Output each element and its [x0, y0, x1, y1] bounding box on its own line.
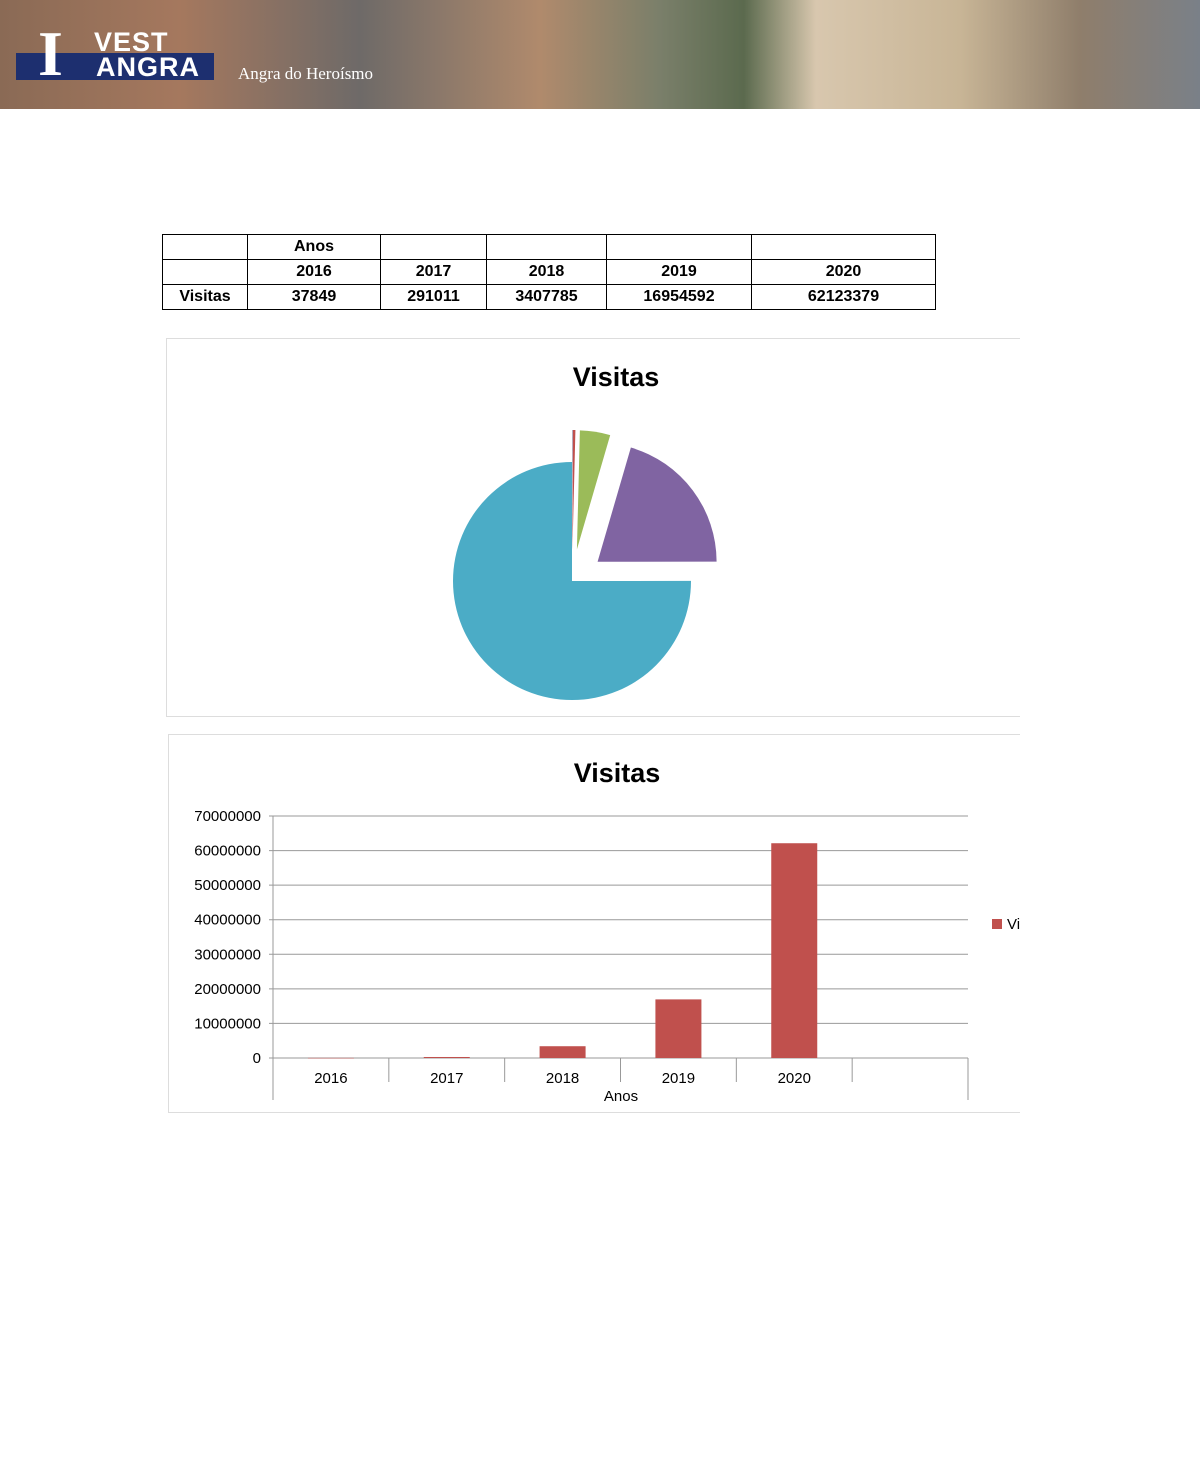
table-cell: 2017: [380, 259, 487, 285]
pie-title: Visitas: [573, 362, 660, 392]
logo-initial: I: [38, 18, 63, 89]
bar-title: Visitas: [574, 758, 661, 788]
pie-slice-2019: [597, 447, 717, 562]
bar-2017: [423, 1056, 470, 1058]
table-cell: 62123379: [751, 284, 936, 310]
bar-2019: [655, 999, 702, 1058]
x-tick-label: 2018: [546, 1070, 579, 1087]
pie-slice-2017: [572, 430, 576, 550]
bar-2020: [771, 843, 818, 1058]
table-cell: [751, 234, 936, 260]
pie-slice-2018: [576, 430, 611, 550]
table-row: Visitas 37849 291011 3407785 16954592 62…: [162, 284, 936, 310]
x-axis-label: Anos: [604, 1088, 638, 1105]
bar-chart: Visitas Anos Vi 0 10000000 20000000 3000000…: [194, 758, 1020, 1105]
logo-bottom: ANGRA: [96, 52, 200, 82]
header-banner: I VEST ANGRA Angra do Heroísmo: [0, 0, 1200, 109]
table-cell: 2018: [486, 259, 607, 285]
bar-2016: [307, 1057, 354, 1059]
bar-2018: [539, 1046, 586, 1058]
table-cell: 2019: [606, 259, 752, 285]
table-cell: Anos: [247, 234, 381, 260]
y-tick-label: 20000000: [194, 981, 261, 998]
table-cell: 291011: [380, 284, 487, 310]
bar-chart-frame: Visitas Anos Vi 0 10000000 20000000 3000000…: [168, 734, 1020, 1113]
pie-chart-frame: Visitas: [166, 338, 1020, 717]
y-tick-label: 10000000: [194, 1015, 261, 1032]
x-tick-label: 2020: [778, 1070, 811, 1087]
pie-slice-2020: [453, 462, 691, 700]
y-tick-label: 40000000: [194, 912, 261, 929]
table-cell: [606, 234, 752, 260]
table-cell: 16954592: [606, 284, 752, 310]
y-tick-label: 30000000: [194, 946, 261, 963]
y-tick-label: 60000000: [194, 843, 261, 860]
table-row: 2016 2017 2018 2019 2020: [162, 259, 936, 285]
table-row: Anos: [162, 234, 936, 260]
y-tick-label: 50000000: [194, 877, 261, 894]
x-tick-label: 2019: [662, 1070, 695, 1087]
legend-label: Vi: [1007, 916, 1020, 933]
legend-swatch: [992, 919, 1002, 929]
x-tick-label: 2017: [430, 1070, 463, 1087]
logo-top: VEST: [94, 27, 169, 57]
pie-chart: Visitas: [453, 362, 717, 700]
table-cell: 3407785: [486, 284, 607, 310]
table-cell: Visitas: [162, 284, 248, 310]
table-cell: [486, 234, 607, 260]
table-cell: 2016: [247, 259, 381, 285]
data-table: Anos 2016 2017 2018 2019 2020 Visitas 37…: [162, 234, 936, 310]
table-cell: [380, 234, 487, 260]
city-name: Angra do Heroísmo: [238, 64, 374, 83]
table-cell: [162, 259, 248, 285]
logo-band: [16, 53, 214, 80]
x-tick-label: 2016: [314, 1070, 347, 1087]
table-cell: 2020: [751, 259, 936, 285]
y-tick-label: 0: [253, 1050, 261, 1067]
table-cell: 37849: [247, 284, 381, 310]
y-tick-label: 70000000: [194, 808, 261, 825]
table-cell: [162, 234, 248, 260]
